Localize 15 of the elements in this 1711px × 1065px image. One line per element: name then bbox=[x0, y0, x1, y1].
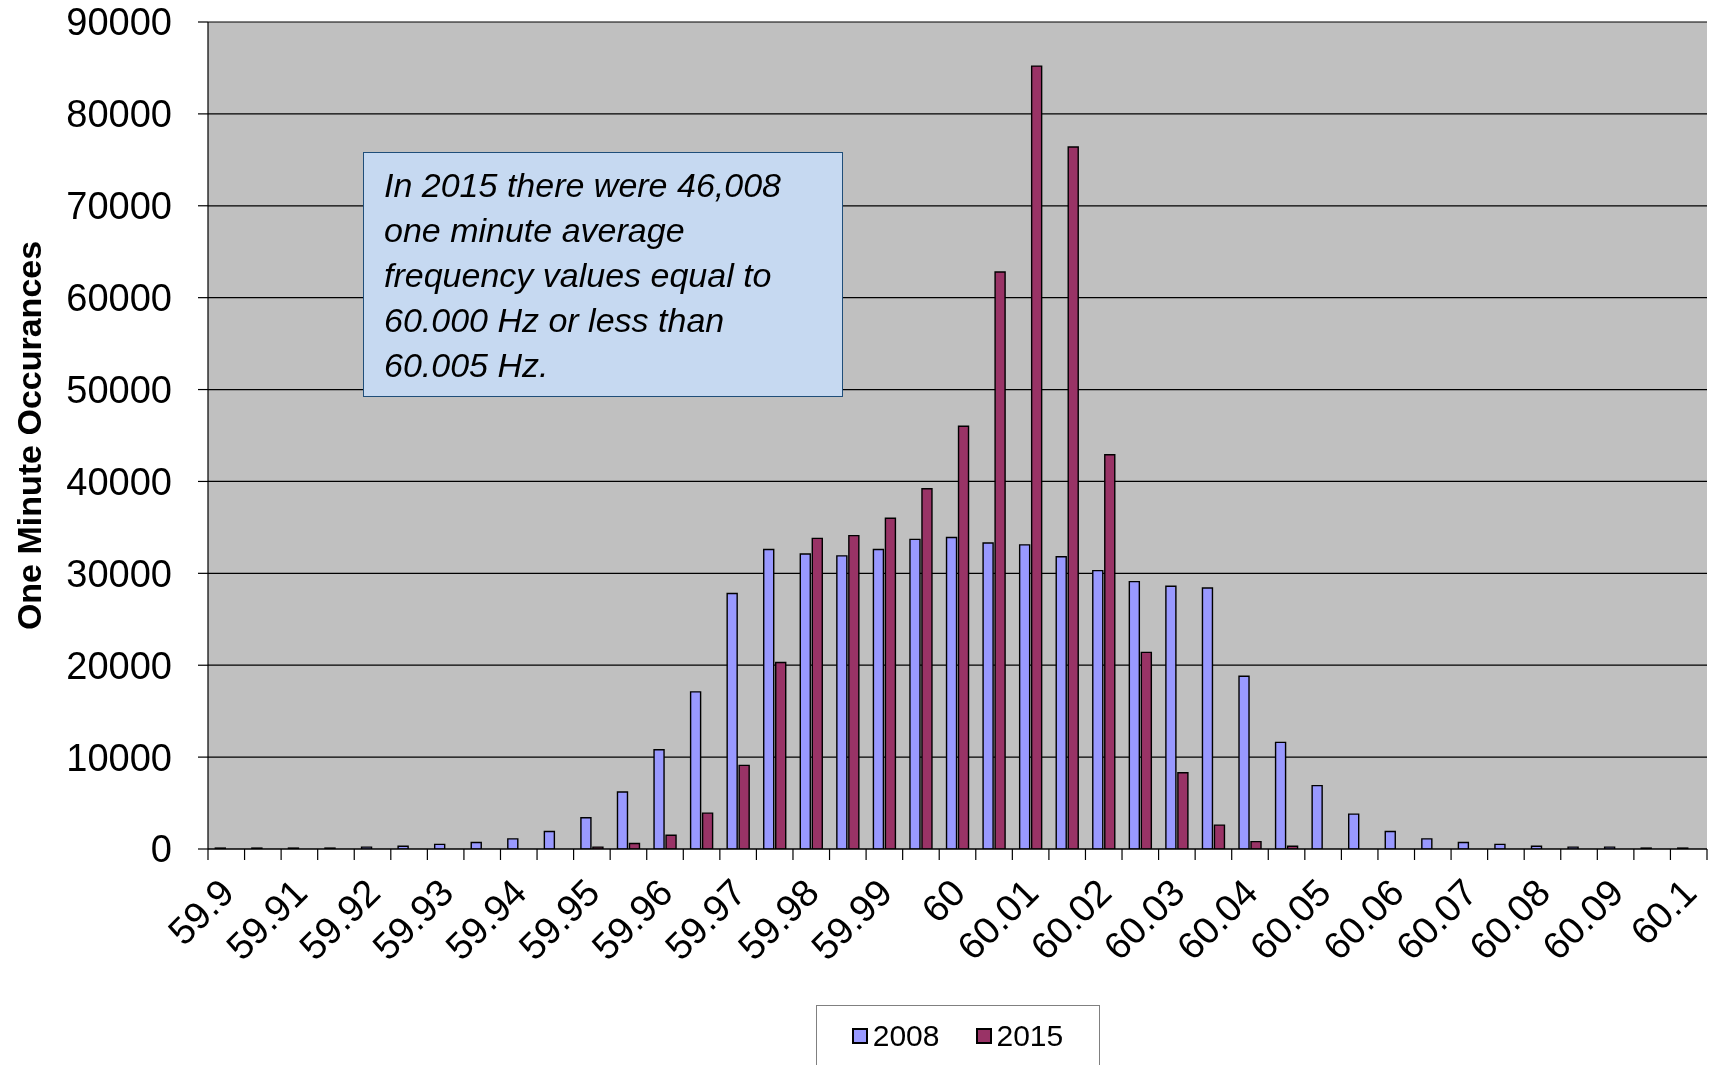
y-tick-label: 70000 bbox=[66, 185, 172, 228]
note-box: In 2015 there were 46,008 one minute average frequency values equal to 60.000 Hz or less than 60.005 Hz. bbox=[363, 152, 843, 397]
y-tick-label: 20000 bbox=[66, 644, 172, 687]
y-tick-label: 40000 bbox=[66, 460, 172, 503]
y-tick-label: 10000 bbox=[66, 736, 172, 779]
y-tick-label: 0 bbox=[150, 828, 172, 871]
y-tick-label: 80000 bbox=[66, 93, 172, 136]
legend-label: 2008 bbox=[871, 1018, 940, 1053]
y-tick-label: 50000 bbox=[66, 369, 172, 412]
x-tick-label: 60.1 bbox=[1622, 870, 1705, 953]
legend-label: 2015 bbox=[995, 1018, 1064, 1053]
y-tick-label: 60000 bbox=[66, 277, 172, 320]
y-axis-title: One Minute Occurances bbox=[10, 240, 48, 631]
y-tick-label: 90000 bbox=[66, 1, 172, 44]
y-tick-label: 30000 bbox=[66, 552, 172, 595]
